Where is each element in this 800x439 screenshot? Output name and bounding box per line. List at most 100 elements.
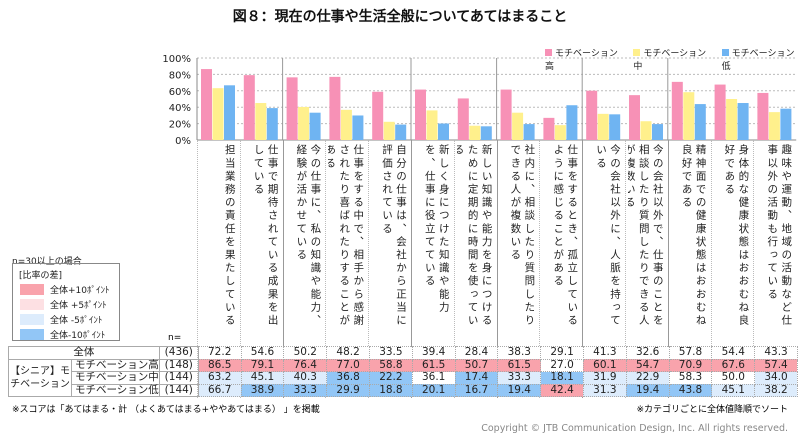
table-cell: 38.9 xyxy=(240,383,285,397)
table-cell: 50.2 xyxy=(283,346,328,360)
column-divider xyxy=(325,140,327,398)
table-cell: 61.5 xyxy=(411,358,456,372)
bar xyxy=(543,117,555,140)
column-divider xyxy=(710,140,712,398)
y-tick-label: 100% xyxy=(162,54,191,65)
bar xyxy=(768,112,780,140)
bar xyxy=(255,103,267,140)
table-cell: 39.4 xyxy=(411,346,456,360)
row-label: モチベーション中 xyxy=(71,371,160,385)
sort-note: ※カテゴリごとに全体値降順でソート xyxy=(636,405,788,415)
bar xyxy=(212,88,224,140)
bar xyxy=(457,98,469,140)
bar xyxy=(566,105,578,140)
legend-swatch xyxy=(721,49,729,56)
column-divider xyxy=(197,140,198,398)
category-label: 仕事をするとき、孤立しているように感じることがある xyxy=(552,144,579,328)
category-label: 社内に、相談したり質問したりできる人が複数いる xyxy=(509,144,536,328)
category-label: 今の会社以外に、人脈を持っている xyxy=(594,144,621,328)
table-cell: 57.8 xyxy=(668,346,713,360)
bar xyxy=(266,108,278,140)
table-cell: 43.8 xyxy=(668,383,713,397)
table-row: 【シニア】モチベーション モチベーション高 (148) 86.5 79.1 76.4 77.… xyxy=(8,358,798,397)
table-cell: 67.6 xyxy=(711,358,756,372)
bar xyxy=(426,110,438,140)
ratio-condition: n=30以上の場合 xyxy=(12,257,82,267)
bar xyxy=(780,108,792,140)
table-cell: 72.2 xyxy=(197,346,242,360)
table-cell: 17.4 xyxy=(454,371,499,385)
table-cell: 86.5 xyxy=(197,358,242,372)
category-label: 精神面での健康状態はおおむね良好である xyxy=(680,144,707,328)
category-label: 自分の仕事は、会社から正当に評価されている xyxy=(380,144,407,328)
ratio-legend-item: 全体-10ﾎﾟｲﾝﾄ xyxy=(20,328,119,341)
table-cell: 77.0 xyxy=(326,358,370,372)
table-cell: 18.8 xyxy=(368,383,413,397)
table-cell: 66.7 xyxy=(197,383,242,397)
group-label: 【シニア】モチベーション xyxy=(8,358,72,397)
row-n: (144) xyxy=(158,383,199,397)
column-divider xyxy=(667,140,669,398)
legend-label: モチベーション中 xyxy=(633,49,707,72)
copyright: Copyright © JTB Communication Design, In… xyxy=(481,423,788,434)
y-tick-label: 0% xyxy=(175,136,191,146)
table-cell: 41.3 xyxy=(582,346,627,360)
table-cell: 27.0 xyxy=(540,358,584,372)
bar xyxy=(737,103,749,140)
bar xyxy=(523,124,535,140)
bar xyxy=(298,106,310,140)
ratio-swatch xyxy=(20,299,44,310)
table-cell: 16.7 xyxy=(454,383,499,397)
bar xyxy=(480,126,492,140)
bar xyxy=(438,123,449,140)
bar xyxy=(554,125,566,140)
category-label: 今の会社以外で、仕事のことを相談したり質問したりできる人が複数いる xyxy=(628,144,664,328)
y-tick-label: 40% xyxy=(169,103,191,114)
row-label: 全体 xyxy=(8,346,160,360)
column-divider xyxy=(582,140,584,398)
bar xyxy=(352,115,364,140)
table-cell: 79.1 xyxy=(240,358,285,372)
table-cell: 50.0 xyxy=(711,371,756,385)
table-cell: 38.2 xyxy=(754,383,798,397)
bar xyxy=(597,113,609,140)
table-cell: 58.8 xyxy=(368,358,413,372)
legend-item: モチベーション高 xyxy=(545,46,623,72)
category-label: 今の仕事に、私の知識や能力、経験が活かせている xyxy=(295,144,322,328)
table-cell: 70.9 xyxy=(668,358,713,372)
table-cell: 33.5 xyxy=(368,346,413,360)
row-label: モチベーション低 xyxy=(71,383,160,397)
bar xyxy=(586,90,598,140)
bar xyxy=(640,121,652,140)
category-label: 新しい知識や能力を身につけるために定期的に時間を使っている xyxy=(456,144,493,328)
table-row: モチベーション中 (144) 63.2 45.1 40.3 36.8 22.2 36.1 17.… xyxy=(9,371,798,385)
chart-title: 図８：現在の仕事や生活全般についてあてはまること xyxy=(232,9,568,25)
ratio-label: 全体 -5ﾎﾟｲﾝﾄ xyxy=(50,316,103,326)
row-n: (436) xyxy=(158,346,199,360)
table-row: 全体 (436) 72.2 54.6 50.2 48.2 33.5 39.4 28.4 38.3 2… xyxy=(8,346,798,360)
table-cell: 19.4 xyxy=(625,383,670,397)
category-label: 仕事をする中で、相手から感謝されたり喜ばれたりすることがある xyxy=(328,144,365,328)
table-cell: 29.1 xyxy=(540,346,584,360)
table-cell: 42.4 xyxy=(540,383,584,397)
table-cell: 61.5 xyxy=(497,358,542,372)
table-cell: 54.6 xyxy=(240,346,285,360)
score-note: ※スコアは「あてはまる・計 （よくあてはまる+ややあてはまる） 」を掲載 xyxy=(12,405,320,415)
ratio-legend: [比率の差] 全体+10ﾎﾟｲﾝﾄ 全体 +5ﾎﾟｲﾝﾄ 全体 -5ﾎﾟｲﾝﾄ 全体-… xyxy=(12,263,120,341)
table-cell: 54.7 xyxy=(625,358,670,372)
row-label: モチベーション高 xyxy=(71,358,160,372)
legend-item: モチベーション低 xyxy=(721,46,800,72)
table-cell: 63.2 xyxy=(197,371,242,385)
table-cell: 40.3 xyxy=(283,371,328,385)
bar xyxy=(329,76,341,140)
ratio-legend-heading: [比率の差] xyxy=(19,271,63,281)
table-cell: 76.4 xyxy=(283,358,328,372)
table-cell: 43.3 xyxy=(754,346,798,360)
table-cell: 31.3 xyxy=(582,383,627,397)
bar xyxy=(652,124,663,140)
legend-swatch xyxy=(633,49,641,56)
table-cell: 36.1 xyxy=(411,371,456,385)
bar xyxy=(340,109,352,140)
ratio-swatch xyxy=(20,284,44,295)
column-divider xyxy=(625,140,626,398)
